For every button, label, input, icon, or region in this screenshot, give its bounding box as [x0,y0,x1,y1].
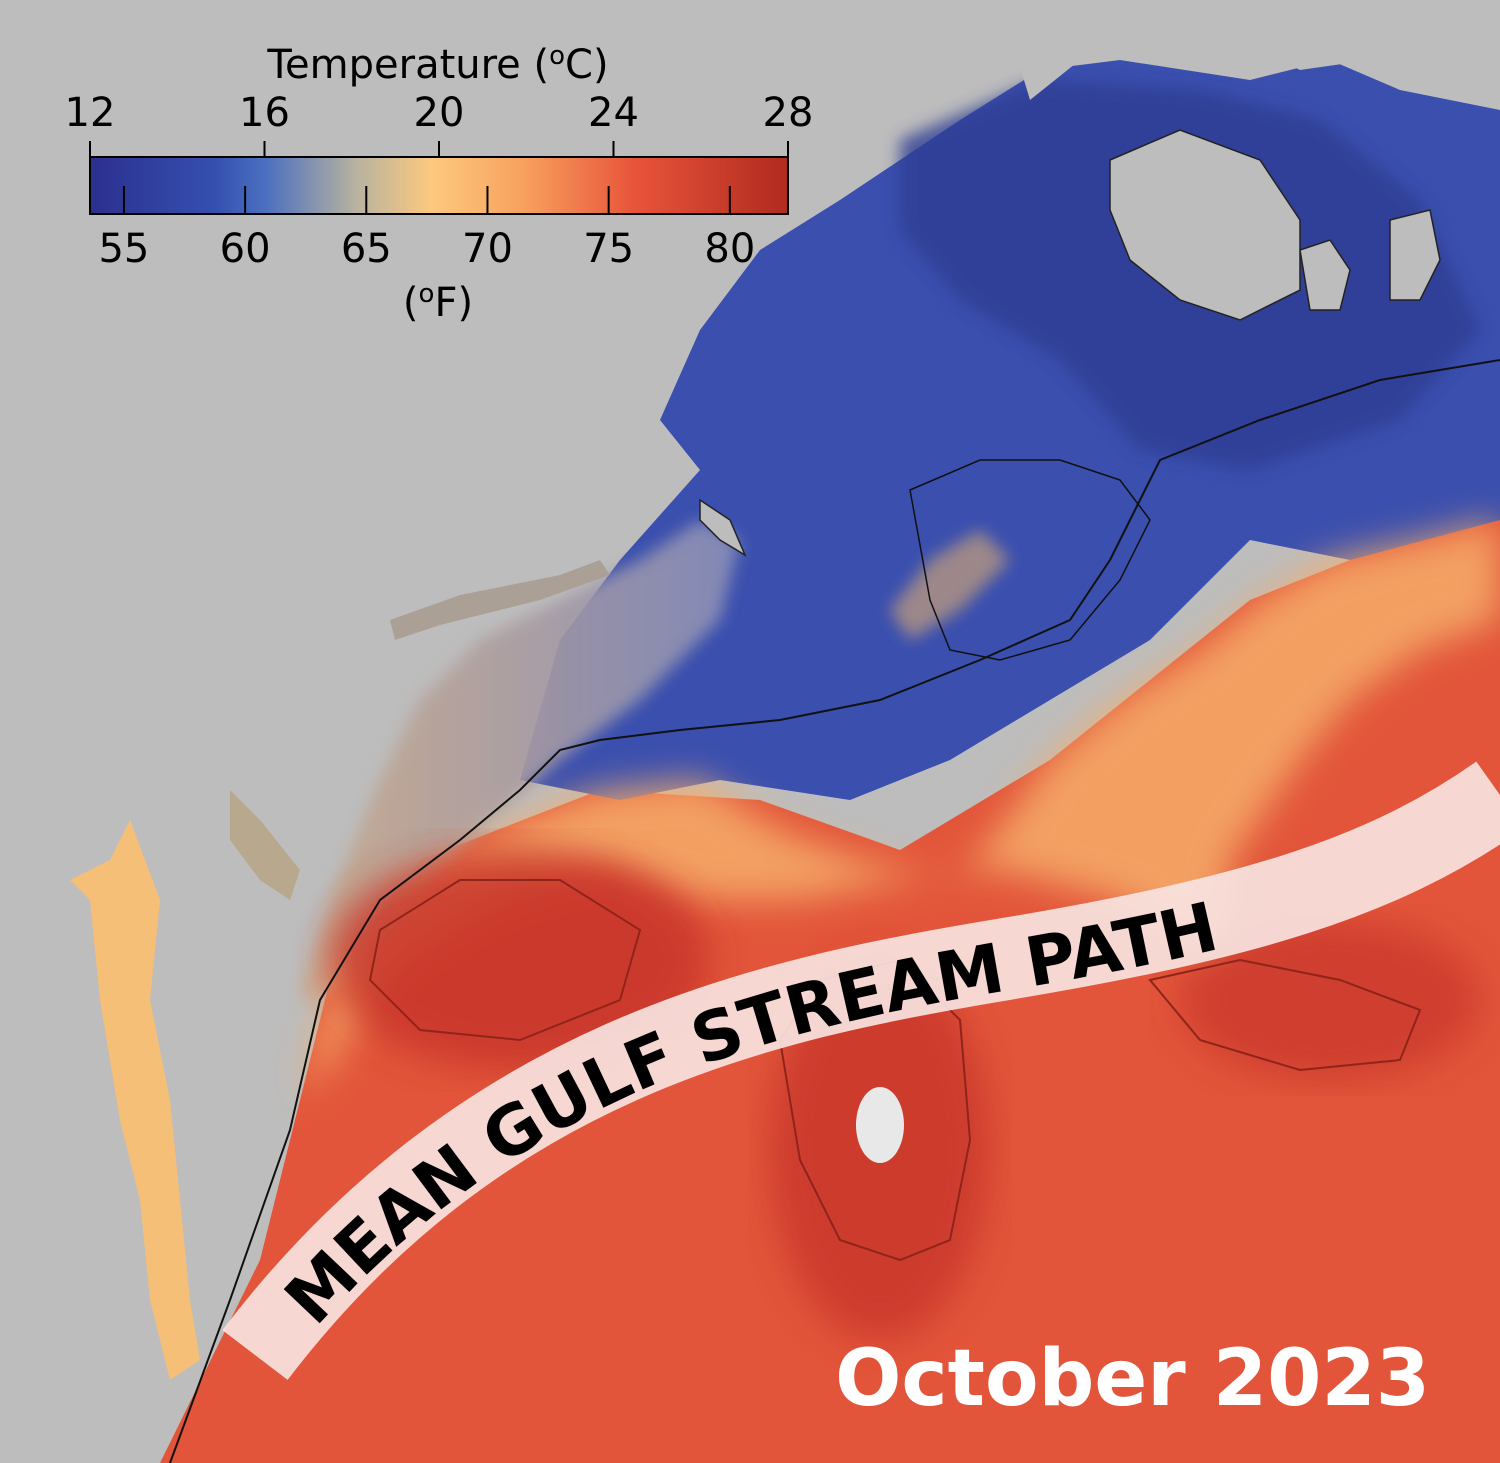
warm-eddy-east [1180,920,1480,1080]
celsius-tick-label: 28 [763,90,814,136]
shelf-break-line [169,359,1500,1463]
fahrenheit-tick-label: 80 [704,226,755,272]
colorbar-unit: (oF) [403,279,473,326]
newfoundland-coast [1000,0,1500,110]
fahrenheit-tick-label: 70 [462,226,513,272]
colorbar-title: Temperature (oC) [266,41,608,88]
long-island-sound [390,560,610,640]
celsius-tick-label: 24 [588,90,639,136]
island-east-2 [1389,209,1441,301]
fahrenheit-tick-label: 65 [341,226,392,272]
date-label: October 2023 [835,1334,1430,1424]
chesapeake-bay [70,820,200,1380]
colorbar: Temperature (oC) 12 16 20 24 28 55 60 65 70 75 80… [65,41,814,326]
gulf-stream-band [222,761,1500,1380]
nova-scotia [1109,129,1301,321]
fahrenheit-ticks: 55 60 65 70 75 80 [98,186,755,272]
eddy-contour-east [1148,958,1422,1072]
warm-filament [890,530,1010,640]
warm-eddy-west [330,850,710,1070]
cloud-patch [856,1087,904,1163]
fahrenheit-tick-label: 75 [583,226,634,272]
celsius-tick-label: 12 [65,90,116,136]
thermal-front [300,520,1500,1100]
celsius-ticks: 12 16 20 24 28 [65,90,814,157]
celsius-tick-label: 20 [414,90,465,136]
bank-outline [909,459,1151,661]
fahrenheit-tick-label: 55 [98,226,149,272]
colorbar-gradient [89,156,789,215]
eddy-contour-west [368,879,642,1042]
cape-cod [699,498,747,557]
island-east [1299,239,1351,311]
delaware-bay [230,790,300,900]
celsius-tick-label: 16 [239,90,290,136]
fahrenheit-tick-label: 60 [220,226,271,272]
